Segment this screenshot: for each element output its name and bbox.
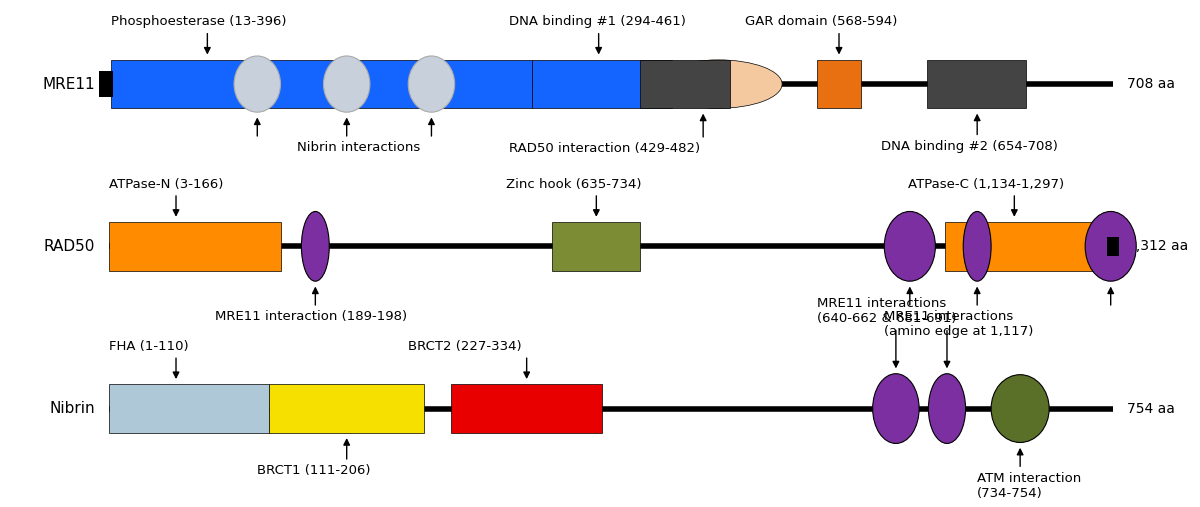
Text: Zinc hook (635-734): Zinc hook (635-734) [505,177,641,191]
Ellipse shape [408,56,455,112]
Text: FHA (1-110): FHA (1-110) [109,340,188,353]
Ellipse shape [1085,211,1136,281]
Bar [1108,237,1118,256]
Ellipse shape [884,211,935,281]
Text: ATPase-N (3-166): ATPase-N (3-166) [109,177,223,191]
Bar [928,60,1026,108]
Text: MRE11 interactions
(amino edge at 1,117): MRE11 interactions (amino edge at 1,117) [884,310,1033,338]
Ellipse shape [929,374,966,444]
Text: MRE11 interaction (189-198): MRE11 interaction (189-198) [216,310,408,323]
Ellipse shape [991,375,1049,443]
Text: Phosphoesterase (13-396): Phosphoesterase (13-396) [110,15,287,28]
Ellipse shape [964,211,991,281]
Bar [944,222,1093,271]
Ellipse shape [324,56,370,112]
Ellipse shape [654,60,782,108]
Text: MRE11: MRE11 [42,77,95,92]
Text: 754 aa: 754 aa [1127,402,1175,416]
Text: GAR domain (568-594): GAR domain (568-594) [745,15,898,28]
Text: ATPase-C (1,134-1,297): ATPase-C (1,134-1,297) [907,177,1063,191]
Text: ATM interaction
(734-754): ATM interaction (734-754) [977,472,1081,499]
Text: 708 aa: 708 aa [1127,77,1175,91]
Bar [817,60,862,108]
Bar [451,384,602,433]
Bar [110,60,533,108]
Text: RAD50 interaction (429-482): RAD50 interaction (429-482) [509,142,701,155]
Bar [533,60,672,108]
Ellipse shape [872,374,919,444]
Bar [641,60,730,108]
Bar [109,222,281,271]
Text: BRCT1 (111-206): BRCT1 (111-206) [257,464,371,477]
Bar [269,384,425,433]
Bar [100,71,113,97]
Ellipse shape [301,211,329,281]
Ellipse shape [234,56,281,112]
Text: Nibrin interactions: Nibrin interactions [296,141,420,154]
Text: RAD50: RAD50 [43,239,95,254]
Text: 1,312 aa: 1,312 aa [1127,239,1188,254]
Text: DNA binding #2 (654-708): DNA binding #2 (654-708) [881,140,1057,153]
Text: DNA binding #1 (294-461): DNA binding #1 (294-461) [509,15,686,28]
Text: BRCT2 (227-334): BRCT2 (227-334) [408,340,522,353]
Text: MRE11 interactions
(640-662 & 681-691): MRE11 interactions (640-662 & 681-691) [817,297,956,325]
Bar [552,222,641,271]
Text: Nibrin: Nibrin [49,401,95,416]
Bar [109,384,269,433]
